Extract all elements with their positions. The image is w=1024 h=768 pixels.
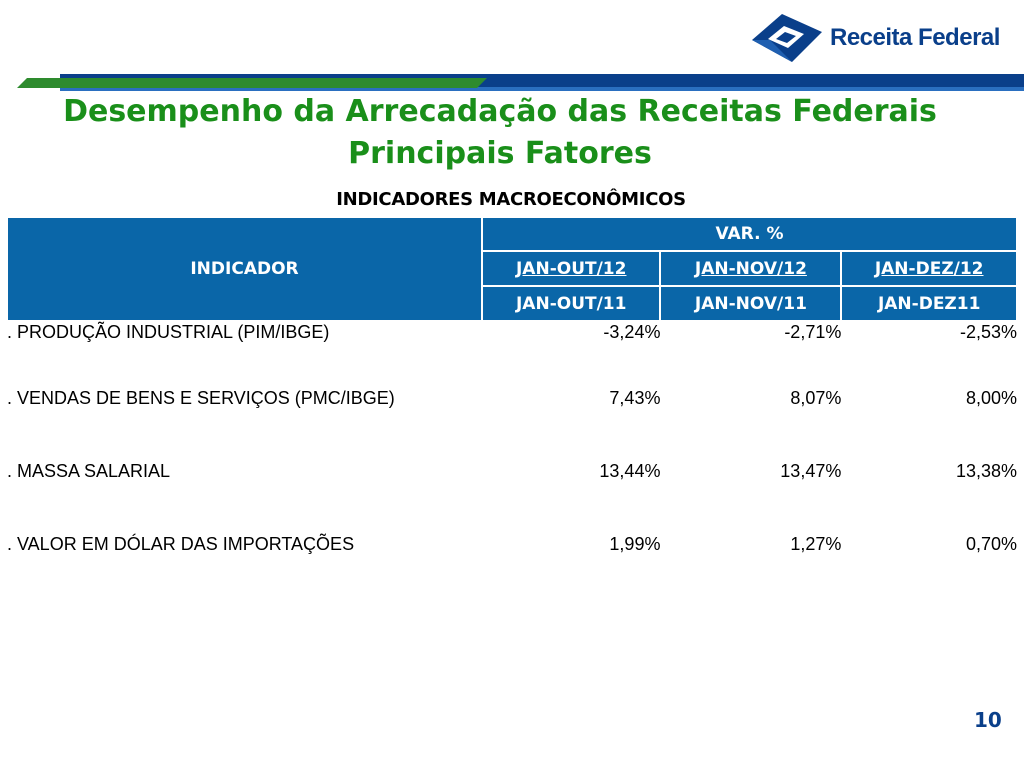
indicator-value: 0,70% [965,534,1017,554]
indicators-table: INDICADOR VAR. % JAN-OUT/12 JAN-NOV/12 J… [6,216,1018,607]
indicator-value: 8,00% [965,388,1017,408]
indicator-value: 8,07% [790,388,842,408]
header-band-accent [60,87,1024,91]
indicator-value: 1,27% [790,534,842,554]
header-period-bottom: JAN-NOV/11 [659,285,843,322]
indicator-name: . VALOR EM DÓLAR DAS IMPORTAÇÕES [7,534,355,554]
indicator-name: . PRODUÇÃO INDUSTRIAL (PIM/IBGE) [7,322,330,342]
header-period-top: JAN-DEZ/12 [840,250,1018,287]
page-title: Desempenho da Arrecadação das Receitas F… [63,94,937,129]
receita-logo-icon [752,14,822,62]
header-var: VAR. % [481,216,1018,252]
header-green-stripe [17,78,487,88]
indicator-value: 1,99% [609,534,661,554]
header-indicator: INDICADOR [6,216,483,322]
logo-text: Receita Federal [830,24,1000,51]
indicator-value: -2,71% [784,322,842,342]
receita-federal-logo: Receita Federal [748,8,1008,68]
indicator-value: 7,43% [609,388,661,408]
table-row: . VALOR EM DÓLAR DAS IMPORTAÇÕES 1,99% 1… [7,534,1017,607]
indicator-value: 13,47% [780,461,842,481]
page-number: 10 [974,708,1002,732]
table-caption: INDICADORES MACROECONÔMICOS [336,189,686,210]
indicator-value: 13,38% [955,461,1017,481]
indicator-value: -3,24% [603,322,661,342]
indicator-value: 13,44% [599,461,661,481]
table-row: . MASSA SALARIAL 13,44% 13,47% 13,38% [7,461,1017,534]
indicator-value: -2,53% [959,322,1017,342]
header-period-bottom: JAN-OUT/11 [480,285,662,322]
table-row: . PRODUÇÃO INDUSTRIAL (PIM/IBGE) -3,24% … [7,321,1017,388]
header-period-top: JAN-OUT/12 [480,250,662,287]
header-period-bottom: JAN-DEZ11 [840,285,1018,322]
indicator-name: . MASSA SALARIAL [7,461,171,481]
header-period-top: JAN-NOV/12 [659,250,843,287]
indicator-name: . VENDAS DE BENS E SERVIÇOS (PMC/IBGE) [7,388,395,408]
page-subtitle: Principais Fatores [348,136,652,171]
table-row: . VENDAS DE BENS E SERVIÇOS (PMC/IBGE) 7… [7,388,1017,461]
